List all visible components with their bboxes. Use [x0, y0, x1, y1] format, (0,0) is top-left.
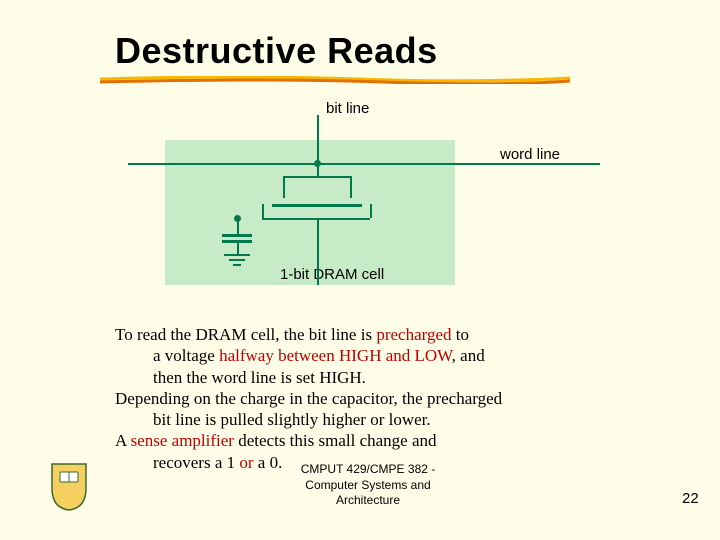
body-text: To read the DRAM cell, the bit line is p…	[115, 324, 502, 473]
footer-line-0: CMPUT 429/CMPE 382 -	[268, 462, 468, 478]
gnd-bar2	[229, 259, 245, 261]
body-line-5: A sense amplifier detects this small cha…	[115, 430, 502, 451]
bitline-label: bit line	[326, 100, 369, 117]
gate-top-h	[283, 176, 350, 178]
bitline-top	[317, 115, 319, 176]
src-h	[262, 218, 370, 220]
university-crest-icon	[48, 460, 90, 512]
wordline-label: word line	[500, 146, 560, 163]
gnd-stem	[237, 240, 239, 254]
node-1	[234, 215, 241, 222]
page-number: 22	[682, 490, 699, 507]
footer-line-1: Computer Systems and	[268, 478, 468, 494]
body-line-3: Depending on the charge in the capacitor…	[115, 388, 502, 409]
node-0	[314, 160, 321, 167]
gate-left-v	[283, 176, 285, 198]
page-title: Destructive Reads	[115, 30, 438, 72]
footer-course: CMPUT 429/CMPE 382 -Computer Systems and…	[268, 462, 468, 509]
cell-label: 1-bit DRAM cell	[280, 266, 384, 283]
gate-bar	[272, 204, 362, 207]
cap-top	[222, 234, 252, 237]
body-line-2: then the word line is set HIGH.	[153, 367, 502, 388]
gate-right-v	[350, 176, 352, 198]
body-line-1: a voltage halfway between HIGH and LOW, …	[153, 345, 502, 366]
src-left-v	[262, 204, 264, 218]
title-underline	[100, 76, 570, 84]
gnd-bar1	[224, 254, 250, 256]
gnd-bar3	[233, 264, 241, 266]
footer-line-2: Architecture	[268, 493, 468, 509]
diagram-background	[165, 140, 455, 285]
crest-shield	[52, 464, 86, 510]
body-line-0: To read the DRAM cell, the bit line is p…	[115, 324, 502, 345]
bitline-bot	[317, 218, 319, 285]
wordline	[128, 163, 600, 165]
body-line-4: bit line is pulled slightly higher or lo…	[153, 409, 502, 430]
src-right-v	[370, 204, 372, 218]
